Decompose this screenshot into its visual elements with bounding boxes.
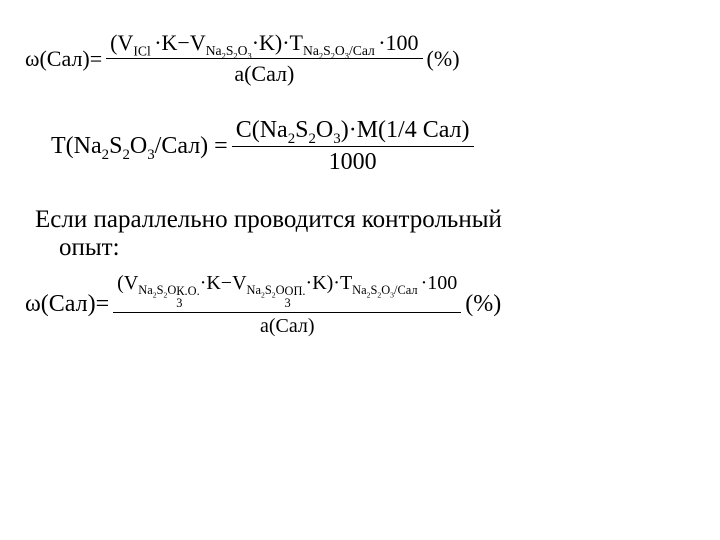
f3-suffix: (%) xyxy=(465,291,501,318)
text-line1: Если параллельно проводится контрольный xyxy=(35,206,695,234)
f1-suffix: (%) xyxy=(427,46,460,72)
f2-fraction: C(Na2S2O3)·М(1/4 Сал) 1000 xyxy=(232,117,474,176)
f2-lhs: T(Na2S2O3/Сал) = xyxy=(51,133,228,160)
text-line2: опыт: xyxy=(59,234,695,262)
f3-numerator: (VNa2S2OК.О.3·K−VNa2S2OОП.3·K)·TNa2S2O3/… xyxy=(113,272,461,312)
f1-denominator: a(Сал) xyxy=(230,59,298,87)
f3-fraction: (VNa2S2OК.О.3·K−VNa2S2OОП.3·K)·TNa2S2O3/… xyxy=(113,272,461,338)
f1-fraction: (VICl ·K−VNa2S2O3·K)·TNa2S2O3/Сал ·100 a… xyxy=(106,30,422,87)
f3-lhs: ω(Сал)= xyxy=(25,291,109,318)
formula-omega-sal-control: ω(Сал)= (VNa2S2OК.О.3·K−VNa2S2OОП.3·K)·T… xyxy=(25,272,695,338)
condition-text: Если параллельно проводится контрольный … xyxy=(35,206,695,262)
f2-denominator: 1000 xyxy=(325,147,381,176)
f3-denominator: a(Сал) xyxy=(256,313,319,338)
formula-t-na2s2o3: T(Na2S2O3/Сал) = C(Na2S2O3)·М(1/4 Сал) 1… xyxy=(51,117,695,176)
formula-omega-sal: ω(Сал)= (VICl ·K−VNa2S2O3·K)·TNa2S2O3/Са… xyxy=(25,30,695,87)
f1-numerator: (VICl ·K−VNa2S2O3·K)·TNa2S2O3/Сал ·100 xyxy=(106,30,422,58)
f1-lhs: ω(Сал)= xyxy=(25,46,102,72)
f2-numerator: C(Na2S2O3)·М(1/4 Сал) xyxy=(232,117,474,146)
